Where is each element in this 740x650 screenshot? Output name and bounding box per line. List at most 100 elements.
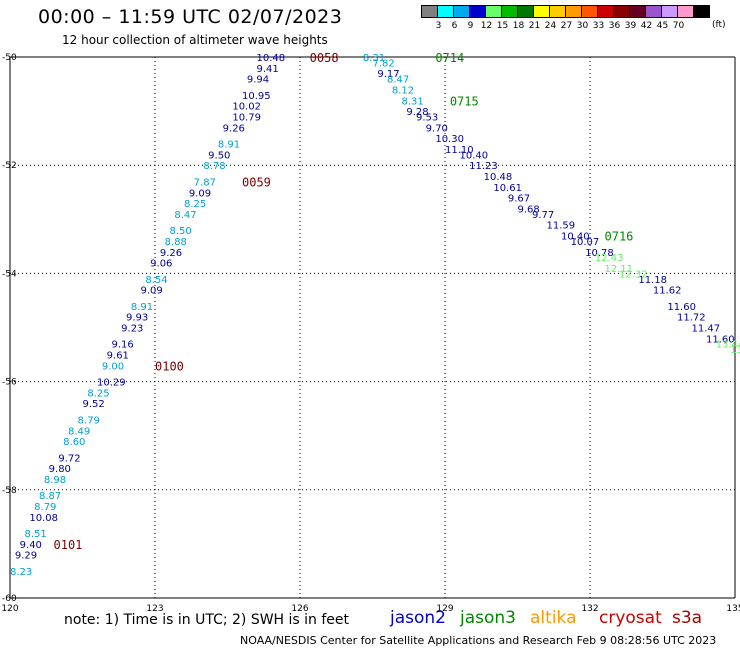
wave-height-point: 12.32 bbox=[619, 269, 648, 280]
wave-height-point: 8.91 bbox=[218, 140, 240, 151]
wave-height-point: 13.44 bbox=[716, 340, 740, 351]
legend-s3a: s3a bbox=[672, 608, 703, 628]
wave-height-point: 11.10 bbox=[445, 145, 474, 156]
wave-height-point: 10.95 bbox=[242, 91, 271, 102]
x-tick-label: 126 bbox=[291, 604, 308, 614]
wave-height-point: 9.29 bbox=[15, 551, 37, 562]
wave-height-point: 9.09 bbox=[141, 286, 163, 297]
wave-height-point: 12.11 bbox=[605, 264, 634, 275]
wave-height-point: 8.25 bbox=[184, 199, 206, 210]
wave-height-point: 9.52 bbox=[83, 399, 105, 410]
time-label: 0715 bbox=[450, 94, 479, 108]
wave-height-point: 11.62 bbox=[653, 286, 682, 297]
wave-height-point: 8.88 bbox=[165, 237, 187, 248]
color-scale-label: 6 bbox=[451, 21, 458, 31]
x-tick-label: 120 bbox=[1, 604, 18, 614]
wave-height-point: 10.29 bbox=[97, 378, 126, 389]
y-tick-label: -50 bbox=[2, 53, 17, 63]
wave-height-point: 11.72 bbox=[677, 313, 706, 324]
color-scale-label: 33 bbox=[592, 21, 605, 31]
wave-height-point: 11.60 bbox=[706, 334, 735, 345]
wave-height-point: 10.79 bbox=[232, 113, 261, 124]
y-tick-label: -60 bbox=[2, 594, 17, 604]
wave-height-point: 8.47 bbox=[387, 75, 409, 86]
color-scale-unit: (ft) bbox=[712, 20, 726, 30]
wave-height-point: 7.87 bbox=[194, 177, 216, 188]
wave-height-point: 8.54 bbox=[145, 275, 167, 286]
wave-height-point: 9.50 bbox=[208, 150, 230, 161]
wave-height-point: 10.30 bbox=[435, 134, 464, 145]
wave-height-point: 8.25 bbox=[87, 388, 109, 399]
wave-height-point: 8.98 bbox=[44, 475, 66, 486]
wave-height-point: 11.59 bbox=[547, 221, 576, 232]
page-subtitle: 12 hour collection of altimeter wave hei… bbox=[62, 33, 328, 47]
color-swatch bbox=[693, 5, 710, 18]
wave-height-point: 9.06 bbox=[150, 259, 172, 270]
x-tick-label: 123 bbox=[146, 604, 163, 614]
wave-height-point: 9.26 bbox=[160, 248, 182, 259]
color-scale-label: 24 bbox=[544, 21, 557, 31]
color-scale-label: 70 bbox=[672, 21, 685, 31]
wave-height-point: 8.60 bbox=[63, 437, 85, 448]
wave-height-point: 9.26 bbox=[223, 123, 245, 134]
wave-height-point: 10.02 bbox=[232, 102, 261, 113]
wave-height-point: 10.07 bbox=[571, 237, 600, 248]
wave-height-point: 8.31 bbox=[363, 53, 385, 64]
wave-height-point: 9.94 bbox=[247, 75, 269, 86]
wave-height-point: 8.23 bbox=[10, 567, 32, 578]
y-tick-label: -56 bbox=[2, 378, 17, 388]
wave-height-point: 8.31 bbox=[402, 96, 424, 107]
wave-height-point: 8.51 bbox=[25, 529, 47, 540]
color-scale-label: 9 bbox=[467, 21, 474, 31]
color-scale-label: 30 bbox=[576, 21, 589, 31]
wave-height-point: 9.70 bbox=[426, 123, 448, 134]
x-tick-label: 132 bbox=[581, 604, 598, 614]
color-scale-label: 18 bbox=[512, 21, 525, 31]
wave-height-point: 9.00 bbox=[102, 361, 124, 372]
legend-jason3: jason3 bbox=[460, 608, 516, 628]
page-title: 00:00 – 11:59 UTC 02/07/2023 bbox=[38, 6, 343, 28]
wave-height-point: 8.79 bbox=[78, 415, 100, 426]
wave-height-point: 9.28 bbox=[406, 107, 428, 118]
wave-height-point: 7.82 bbox=[373, 58, 395, 69]
color-scale-label: 39 bbox=[624, 21, 637, 31]
time-label: 0059 bbox=[242, 175, 271, 189]
wave-height-point: 8.91 bbox=[131, 302, 153, 313]
x-tick-label: 135 bbox=[726, 604, 740, 614]
color-scale-label: 3 bbox=[435, 21, 442, 31]
color-scale bbox=[421, 5, 710, 18]
time-label: 0716 bbox=[605, 230, 634, 244]
time-label: 0101 bbox=[54, 538, 83, 552]
color-scale-labels: 3 6 9 12 15 18 21 24 27 30 33 36 39 42 45 70 bbox=[422, 21, 740, 33]
wave-height-point: 11.23 bbox=[469, 161, 498, 172]
wave-height-point: 9.80 bbox=[49, 464, 71, 475]
y-tick-label: -52 bbox=[2, 161, 17, 171]
wave-height-point: 10.40 bbox=[561, 232, 590, 243]
wave-height-point: 9.77 bbox=[532, 210, 554, 221]
time-label: 0058 bbox=[310, 51, 339, 65]
color-scale-label: 21 bbox=[528, 21, 541, 31]
wave-height-point: 8.12 bbox=[392, 85, 414, 96]
time-label: 0100 bbox=[155, 359, 184, 373]
wave-height-point: 9.93 bbox=[126, 313, 148, 324]
wave-height-point: 8.50 bbox=[170, 226, 192, 237]
legend-jason2: jason2 bbox=[390, 608, 446, 628]
color-scale-label: 36 bbox=[608, 21, 621, 31]
wave-height-point: 10.48 bbox=[484, 172, 513, 183]
color-scale-label: 27 bbox=[560, 21, 573, 31]
wave-height-point: 9.17 bbox=[377, 69, 399, 80]
legend-altika: altika bbox=[530, 608, 577, 628]
wave-height-point: 8.79 bbox=[34, 502, 56, 513]
color-scale-label: 15 bbox=[496, 21, 509, 31]
wave-height-point: 9.09 bbox=[189, 188, 211, 199]
wave-height-point: 9.53 bbox=[416, 113, 438, 124]
color-scale-label: 12 bbox=[480, 21, 493, 31]
wave-height-point: 9.67 bbox=[508, 194, 530, 205]
wave-height-point: 8.47 bbox=[174, 210, 196, 221]
wave-height-point: 9.61 bbox=[107, 351, 129, 362]
wave-height-point: 11.47 bbox=[692, 324, 721, 335]
y-tick-label: -58 bbox=[2, 486, 17, 496]
wave-height-point: 10.61 bbox=[493, 183, 522, 194]
wave-height-point: 10.48 bbox=[257, 53, 286, 64]
